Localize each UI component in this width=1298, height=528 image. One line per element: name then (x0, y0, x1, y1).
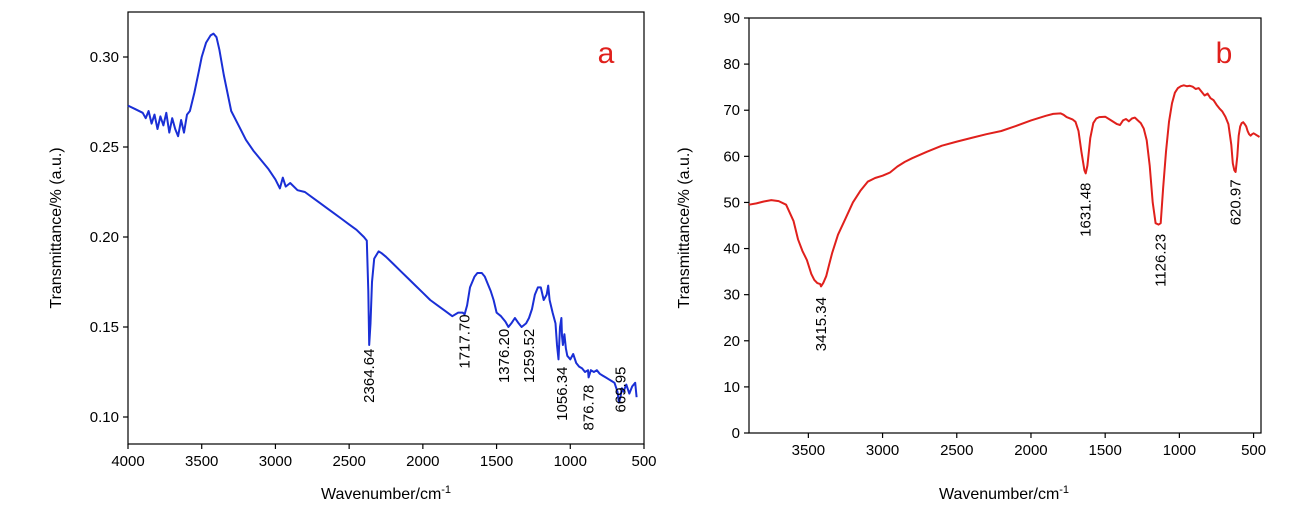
panel-a-x-axis-label: Wavenumber/cm-1 (321, 484, 451, 503)
panel-a-x-tick-label: 500 (631, 453, 656, 470)
panel-a-x-tick-label: 2000 (406, 453, 439, 470)
panel-a-peak-labels: 2364.64 1717.70 1376.20 1259.52 1056.34 876.7… (361, 314, 629, 430)
panel-b-ticks: 3500 3000 2500 2000 1500 1000 500 0 10 20 30 40 50 60… (723, 10, 1266, 459)
panel-b-y-tick-label: 40 (723, 241, 740, 258)
panel-a-peak-label: 1376.20 (496, 329, 513, 383)
panel-b-x-tick-label: 3500 (792, 442, 825, 459)
panel-b-y-tick-label: 10 (723, 379, 740, 396)
panel-b-y-tick-label: 60 (723, 148, 740, 165)
panel-a-y-tick-label: 0.15 (90, 319, 119, 336)
panel-a-y-tick-label: 0.30 (90, 49, 119, 66)
panel-a-x-tick-label: 3500 (185, 453, 218, 470)
panel-b-x-tick-label: 1000 (1163, 442, 1196, 459)
panel-b-y-tick-label: 0 (732, 425, 740, 442)
panel-b-y-axis-label: Transmittance/% (a.u.) (676, 147, 693, 308)
panel-a-y-tick-label: 0.20 (90, 229, 119, 246)
panel-b-x-tick-label: 2000 (1014, 442, 1047, 459)
panel-b-x-axis-label: Wavenumber/cm-1 (939, 484, 1069, 503)
panel-a-peak-label: 876.78 (581, 385, 598, 431)
panel-a-peak-label: 1259.52 (521, 329, 538, 383)
panel-a-x-tick-label: 1000 (554, 453, 587, 470)
panel-b-y-tick-label: 20 (723, 333, 740, 350)
panel-b-y-tick-label: 90 (723, 10, 740, 27)
panel-b-label: b (1216, 37, 1233, 70)
panel-a-y-tick-label: 0.10 (90, 409, 119, 426)
panel-a-x-tick-label: 3000 (259, 453, 292, 470)
panel-b-chart: 3500 3000 2500 2000 1500 1000 500 0 10 20 30 40 50 60… (676, 10, 1266, 503)
panel-a-x-tick-label: 4000 (111, 453, 144, 470)
panel-a-x-tick-label: 1500 (480, 453, 513, 470)
panel-a-peak-label: 1717.70 (457, 314, 474, 368)
panel-a-peak-label: 669.95 (612, 367, 629, 413)
panel-a-peak-label: 2364.64 (361, 349, 378, 403)
panel-b-plot-frame (748, 17, 1262, 434)
panel-b-y-tick-label: 50 (723, 194, 740, 211)
panel-b-peak-label: 620.97 (1228, 179, 1245, 225)
panel-a-spectrum-line (127, 32, 638, 404)
panel-b-y-tick-label: 30 (723, 287, 740, 304)
panel-b-peak-labels: 3415.34 1631.48 1126.23 620.97 (813, 179, 1245, 351)
panel-a-plot-frame (127, 11, 645, 445)
panel-b-spectrum-line (748, 84, 1261, 288)
panel-a-y-axis-label: Transmittance/% (a.u.) (48, 147, 65, 308)
panel-b-peak-label: 1631.48 (1078, 183, 1095, 237)
panel-a-ticks: 4000 3500 3000 2500 2000 1500 1000 500 0.10 0.15 0… (90, 49, 657, 470)
panel-b-x-tick-label: 1500 (1088, 442, 1121, 459)
panel-a-y-tick-label: 0.25 (90, 139, 119, 156)
panel-b-x-tick-label: 2500 (940, 442, 973, 459)
panel-b-x-tick-label: 3000 (866, 442, 899, 459)
panel-b-peak-label: 1126.23 (1153, 234, 1170, 287)
panel-a-chart: 4000 3500 3000 2500 2000 1500 1000 500 0.10 0.15 0… (48, 11, 657, 503)
panel-b-y-tick-label: 80 (723, 56, 740, 73)
panel-a-x-tick-label: 2500 (332, 453, 365, 470)
panel-a-peak-label: 1056.34 (554, 367, 571, 421)
panel-b-y-tick-label: 70 (723, 102, 740, 119)
panel-b-peak-label: 3415.34 (813, 297, 830, 351)
panel-b-x-tick-label: 500 (1241, 442, 1266, 459)
panel-a-label: a (598, 37, 615, 70)
